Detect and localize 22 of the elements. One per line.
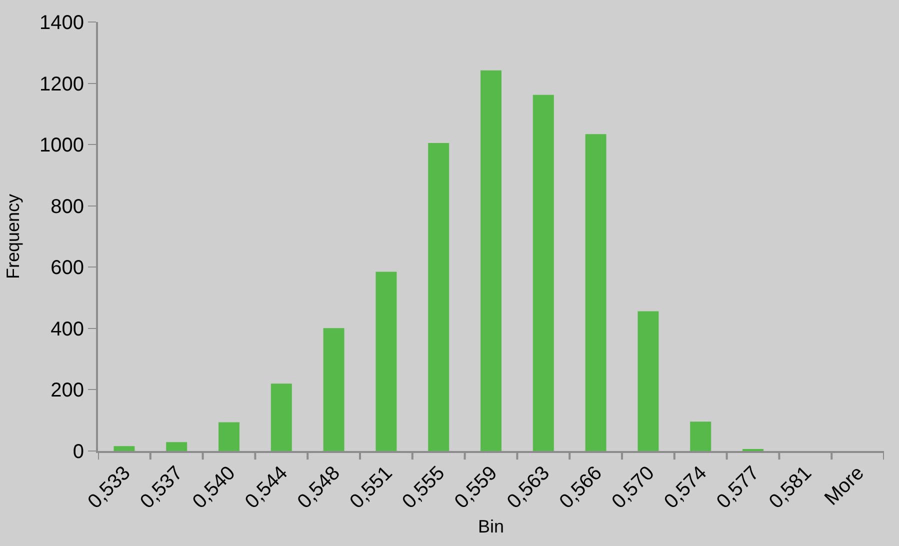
y-tick-label: 600 (50, 257, 84, 280)
y-tick-label: 200 (50, 380, 84, 402)
bar (690, 422, 712, 451)
y-tick-label: 1000 (40, 134, 84, 157)
y-tick-label: 400 (50, 318, 84, 340)
bar (638, 311, 659, 451)
y-axis-title: Frequency (3, 194, 24, 280)
bar (376, 272, 397, 451)
bar (480, 70, 502, 451)
y-tick-label: 0 (72, 441, 84, 463)
bar (428, 143, 450, 451)
bar (114, 446, 135, 451)
bar (166, 442, 188, 451)
bar (323, 328, 344, 451)
bar (270, 384, 292, 451)
x-axis-title: Bin (478, 516, 504, 537)
y-tick-label: 800 (50, 196, 84, 218)
bar (532, 94, 554, 451)
bar (218, 422, 240, 451)
y-tick-label: 1200 (40, 73, 84, 96)
y-tick-label: 1400 (40, 12, 84, 34)
bar (585, 134, 606, 451)
